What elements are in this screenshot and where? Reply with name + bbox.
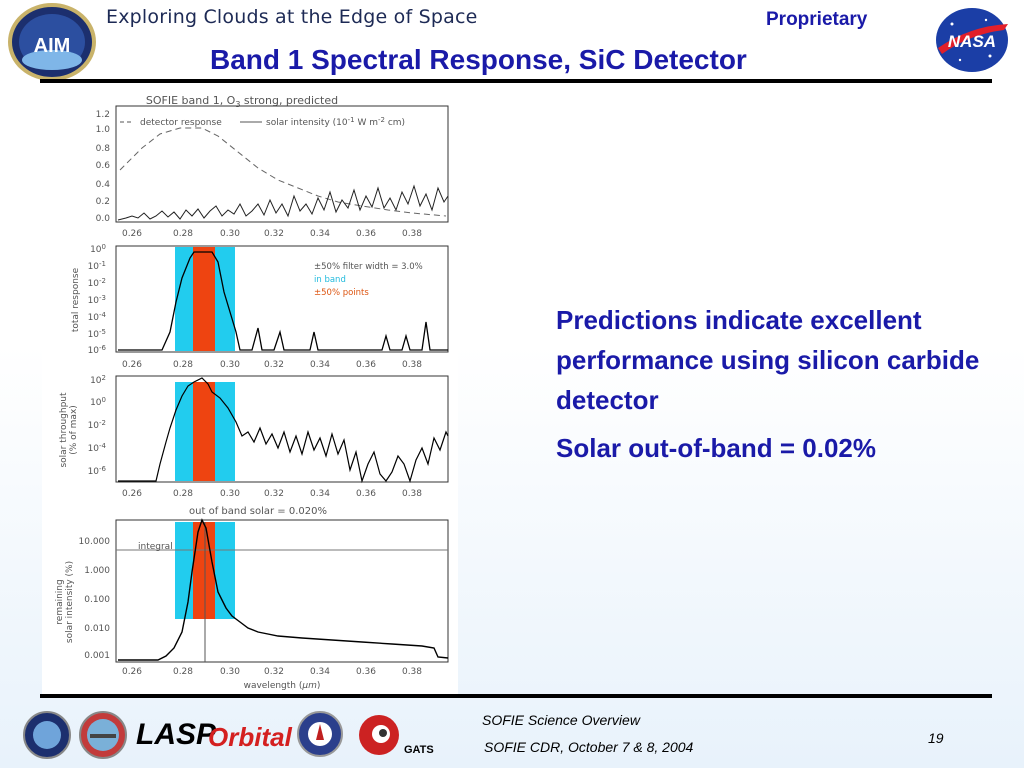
bullet-performance: Predictions indicate excellent performan… [556,305,980,415]
svg-text:0.36: 0.36 [356,360,376,370]
svg-text:0.38: 0.38 [402,489,422,499]
svg-text:0.34: 0.34 [310,229,330,239]
svg-text:0.26: 0.26 [122,667,142,677]
header-divider [40,79,992,83]
svg-text:solar intensity (%): solar intensity (%) [65,561,75,643]
svg-text:(% of max): (% of max) [69,405,79,455]
svg-text:100: 100 [90,243,106,255]
svg-text:0.26: 0.26 [122,360,142,370]
svg-text:0.8: 0.8 [96,144,111,154]
gats-label: GATS [404,744,434,756]
svg-text:0.38: 0.38 [402,229,422,239]
x-axis-label: wavelength (μm) [244,681,321,691]
nasa-logo: NASA [936,8,1008,72]
svg-text:0.26: 0.26 [122,229,142,239]
page-number: 19 [928,730,944,746]
svg-text:0.26: 0.26 [122,489,142,499]
svg-text:0.32: 0.32 [264,360,284,370]
panel-solar-throughput: solar throughput (% of max) 102 100 10-2… [59,374,449,499]
svg-text:10-6: 10-6 [88,465,107,477]
panel-total-response: total response 100 10-1 10-2 10-3 10-4 1… [71,243,449,370]
svg-text:0.32: 0.32 [264,489,284,499]
svg-text:0.4: 0.4 [96,180,111,190]
svg-text:10-2: 10-2 [88,419,106,431]
svg-text:0.36: 0.36 [356,667,376,677]
svg-text:0.30: 0.30 [220,489,240,499]
svg-text:integral: integral [138,542,173,552]
svg-text:remaining: remaining [55,579,65,624]
footer-event-date: SOFIE CDR, October 7 & 8, 2004 [484,739,694,755]
svg-text:detector response: detector response [140,118,222,128]
aim-mission-logo: AIM [8,3,96,81]
svg-text:10-1: 10-1 [88,260,106,272]
svg-text:0.28: 0.28 [173,229,193,239]
svg-text:AIM: AIM [34,35,71,57]
svg-text:10-4: 10-4 [88,442,107,454]
aim-seal-logo [23,711,71,759]
svg-text:0.32: 0.32 [264,229,284,239]
svg-text:0.001: 0.001 [84,651,110,661]
svg-text:102: 102 [90,374,106,386]
proprietary-label: Proprietary [766,9,868,30]
mission-patch-logo [79,711,127,759]
svg-text:0.6: 0.6 [96,161,111,171]
svg-text:0.0: 0.0 [96,214,111,224]
slide-title: Band 1 Spectral Response, SiC Detector [210,44,747,75]
svg-text:±50% points: ±50% points [314,288,369,298]
summary-text: Predictions indicate excellent performan… [556,300,996,468]
svg-text:0.100: 0.100 [84,595,110,605]
svg-text:1.000: 1.000 [84,566,110,576]
svg-text:1.2: 1.2 [96,110,110,120]
svg-text:10-4: 10-4 [88,311,107,323]
svg-text:0.28: 0.28 [173,489,193,499]
svg-text:±50% filter width = 3.0%: ±50% filter width = 3.0% [314,262,423,272]
svg-text:0.38: 0.38 [402,360,422,370]
svg-text:0.28: 0.28 [173,667,193,677]
svg-text:total response: total response [71,267,81,332]
svg-text:10.000: 10.000 [79,537,111,547]
mission-tagline: Exploring Clouds at the Edge of Space [106,6,478,28]
svg-text:0.34: 0.34 [310,667,330,677]
panel-remaining-intensity: out of band solar = 0.020% integral rema… [55,506,449,691]
svg-text:solar intensity (10-1 W m-2 cm: solar intensity (10-1 W m-2 cm) [266,116,405,128]
figure-title: SOFIE band 1, O3 strong, predicted [146,94,338,109]
svg-text:0.36: 0.36 [356,229,376,239]
svg-text:0.34: 0.34 [310,489,330,499]
svg-text:10-5: 10-5 [88,328,106,340]
university-seal-logo [297,711,343,757]
lasp-logo: LASP [136,718,217,751]
svg-text:0.010: 0.010 [84,624,110,634]
footer-divider [40,694,992,698]
svg-text:0.36: 0.36 [356,489,376,499]
svg-text:in band: in band [314,275,346,285]
svg-text:out of band solar = 0.020%: out of band solar = 0.020% [189,506,327,517]
svg-text:solar throughput: solar throughput [59,392,69,468]
svg-text:0.30: 0.30 [220,229,240,239]
svg-text:0.30: 0.30 [220,360,240,370]
svg-text:0.2: 0.2 [96,197,110,207]
svg-text:10-2: 10-2 [88,277,106,289]
svg-text:0.30: 0.30 [220,667,240,677]
svg-text:0.32: 0.32 [264,667,284,677]
svg-text:1.0: 1.0 [96,125,111,135]
footer-presentation-name: SOFIE Science Overview [482,712,640,728]
svg-text:0.28: 0.28 [173,360,193,370]
svg-text:0.34: 0.34 [310,360,330,370]
spectral-response-figure: SOFIE band 1, O3 strong, predicted 1.2 1… [42,92,458,694]
panel-detector-solar: SOFIE band 1, O3 strong, predicted 1.2 1… [96,94,449,239]
orbital-logo: Orbital [208,722,292,752]
svg-text:NASA: NASA [948,32,996,51]
bullet-out-of-band: Solar out-of-band = 0.02% [556,433,876,463]
svg-text:10-3: 10-3 [88,294,106,306]
svg-text:0.38: 0.38 [402,667,422,677]
svg-text:10-6: 10-6 [88,344,107,356]
svg-text:100: 100 [90,396,106,408]
gats-swirl-logo [359,715,399,755]
